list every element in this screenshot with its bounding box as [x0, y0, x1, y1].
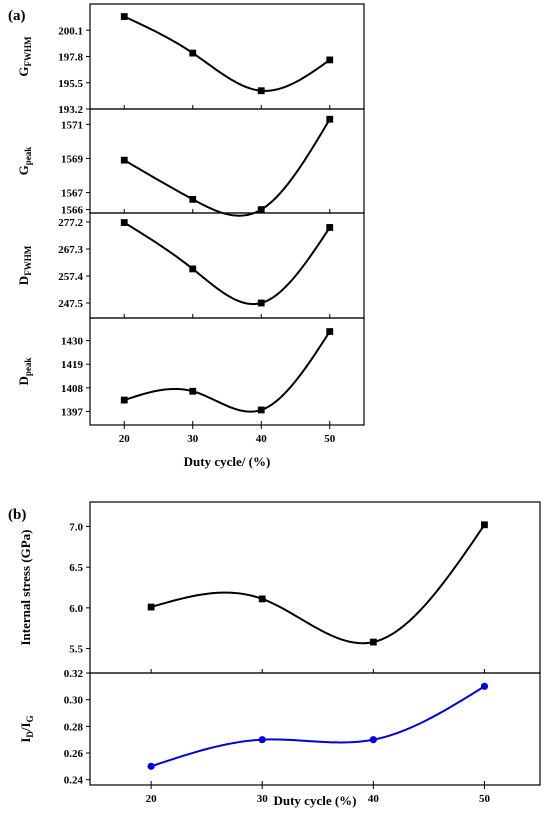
data-point: [189, 195, 197, 203]
data-point: [120, 156, 128, 164]
y-axis-label-part: G: [16, 165, 31, 175]
series-line: [123, 118, 331, 217]
data-point: [189, 49, 197, 57]
series-line: [123, 221, 331, 306]
x-tick-label: 40: [256, 433, 268, 445]
y-axis-label-part: G: [16, 66, 31, 76]
y-axis-label-part: Internal stress (GPa): [18, 529, 33, 645]
y-axis-label-part: FWHM: [23, 36, 33, 66]
y-axis-label: Dpeak: [16, 358, 33, 386]
y-axis-label-part: peak: [23, 147, 33, 166]
data-point: [257, 206, 265, 213]
y-axis-label-part: peak: [23, 358, 33, 377]
y-tick-label: 6.0: [69, 603, 83, 615]
data-point: [189, 265, 197, 273]
series-line: [123, 330, 331, 413]
data-point: [480, 682, 489, 690]
y-tick-label: 257.4: [58, 271, 83, 283]
y-tick-label: 1571: [61, 119, 83, 131]
y-tick-label: 5.5: [69, 644, 83, 656]
y-axis-label: Internal stress (GPa): [18, 529, 33, 645]
y-axis-label: GFWHM: [16, 36, 33, 77]
data-point: [258, 736, 266, 744]
data-point: [189, 387, 197, 395]
series-line: [150, 524, 486, 645]
y-axis-label: Gpeak: [16, 147, 33, 176]
y-tick-label: 1408: [61, 383, 84, 395]
y-tick-label: 1567: [61, 188, 84, 200]
y-axis-label: ID/IG: [18, 715, 35, 742]
y-tick-label: 1569: [61, 153, 84, 165]
x-tick-label: 50: [479, 793, 491, 805]
data-point: [481, 521, 488, 529]
data-point: [120, 13, 128, 20]
data-point: [369, 638, 377, 646]
data-point: [326, 224, 334, 231]
y-axis-label-part: /I: [18, 722, 33, 732]
y-tick-label: 0.32: [64, 668, 84, 680]
y-tick-label: 1566: [61, 205, 84, 217]
y-tick-label: 197.8: [58, 52, 83, 64]
y-tick-label: 0.30: [64, 695, 84, 707]
data-point: [147, 762, 155, 770]
x-axis-label: Duty cycle (%): [273, 793, 356, 808]
y-tick-label: 267.3: [58, 244, 83, 256]
y-axis-label: DFWHM: [16, 245, 33, 285]
plot-frame: [89, 501, 541, 674]
x-tick-label: 20: [146, 793, 158, 805]
data-point: [326, 56, 334, 64]
y-tick-label: 200.1: [58, 25, 83, 37]
data-point: [257, 299, 265, 307]
data-point: [120, 396, 128, 404]
y-tick-label: 0.28: [64, 721, 84, 733]
data-point: [326, 115, 334, 123]
y-tick-label: 1419: [61, 359, 84, 371]
data-point: [369, 736, 377, 744]
x-tick-label: 30: [257, 793, 269, 805]
x-tick-label: 50: [324, 433, 336, 445]
y-tick-label: 0.24: [64, 775, 84, 787]
data-point: [120, 219, 128, 226]
y-tick-label: 7.0: [69, 521, 83, 533]
chart-a: 193.2195.5197.8200.1GFWHM156615671569157…: [16, 3, 365, 469]
y-tick-label: 1430: [61, 336, 84, 348]
y-tick-label: 195.5: [58, 78, 83, 90]
y-axis-label-part: FWHM: [23, 245, 33, 275]
plot-frame: [89, 317, 365, 426]
y-tick-label: 1397: [61, 406, 84, 418]
y-tick-label: 247.5: [58, 298, 83, 310]
panel-a-label: (a): [8, 8, 26, 24]
series-line: [150, 685, 485, 768]
y-tick-label: 193.2: [58, 104, 83, 116]
y-axis-label-part: D: [16, 276, 31, 285]
y-tick-label: 6.5: [69, 562, 83, 574]
y-axis-label-part: G: [25, 715, 35, 722]
plot-frame: [89, 672, 541, 786]
x-tick-label: 40: [368, 793, 380, 805]
chart-b: 5.5 6.0 6.5 7.0 Internal stress (GPa) 0.24 0.2…: [18, 501, 541, 808]
data-point: [147, 603, 155, 611]
x-axis-label: Duty cycle/ (%): [184, 454, 271, 469]
x-tick-label: 30: [187, 433, 199, 445]
y-axis-label-part: D: [16, 376, 31, 385]
panel-b-label: (b): [8, 507, 26, 523]
x-tick-label: 20: [119, 433, 131, 445]
series-line: [123, 15, 331, 92]
data-point: [257, 406, 265, 414]
data-point: [257, 87, 265, 95]
plot-frame: [89, 212, 365, 319]
y-axis-label-part: D: [25, 731, 35, 738]
y-tick-label: 0.26: [64, 748, 84, 760]
data-point: [258, 595, 266, 603]
y-tick-label: 277.2: [58, 217, 83, 229]
data-point: [326, 328, 334, 335]
y-axis-label-part: I: [18, 738, 33, 743]
plot-frame: [89, 108, 365, 214]
